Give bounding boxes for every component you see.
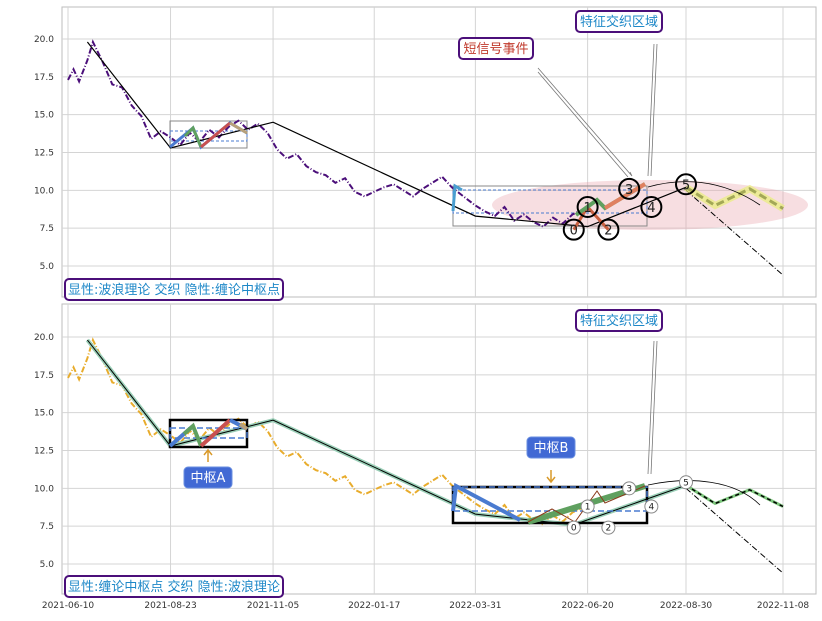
- y-tick-label: 10.0: [34, 186, 54, 196]
- top-forecast-glow: [684, 184, 785, 212]
- wave-point-4: 4: [644, 499, 659, 514]
- short-signal-text: 短信号事件: [463, 42, 528, 57]
- bottom-trend-extension: [685, 487, 784, 574]
- top-wave-segment-a-tan: [229, 121, 248, 135]
- bottom-y-tick-labels: 5.0 7.5 10.0 12.5 15.0 17.5 20.0: [34, 333, 54, 570]
- top-wave-segment-a-red: [200, 121, 231, 149]
- top-grid: [62, 7, 816, 297]
- x-tick-label: 2022-03-31: [449, 601, 501, 611]
- feature-zone-label-top: 特征交织区域: [575, 10, 663, 33]
- bottom-wave-b-blue: [451, 482, 521, 522]
- bottom-forecast-arc: [647, 480, 761, 506]
- feature-zone-arrow-bottom: [647, 340, 658, 475]
- top-panel: 5.0 7.5 10.0 12.5 15.0 17.5 20.0 012 34 5: [34, 6, 817, 301]
- wave-label: 1: [583, 201, 591, 216]
- x-tick-label: 2022-06-20: [561, 601, 614, 611]
- feature-zone-text-bottom: 特征交织区域: [580, 313, 658, 329]
- wave-point-3: 3: [622, 481, 637, 496]
- y-tick-label: 12.5: [34, 447, 54, 457]
- bottom-trend-line: [87, 339, 687, 526]
- wave-label: 5: [683, 478, 689, 488]
- y-tick-label: 7.5: [40, 522, 54, 532]
- x-tick-label: 2022-11-08: [757, 601, 810, 611]
- y-tick-label: 7.5: [40, 224, 54, 234]
- wave-point-2: 2: [597, 218, 620, 241]
- top-y-tick-labels: 5.0 7.5 10.0 12.5 15.0 17.5 20.0: [34, 35, 54, 272]
- pivot-box-a-inner: [169, 427, 248, 439]
- wave-point-0: 0: [566, 520, 581, 535]
- bottom-panel: 5.0 7.5 10.0 12.5 15.0 17.5 20.0 0 1 2 3 4 5 特征交织区域: [34, 303, 817, 598]
- wave-label: 0: [570, 224, 578, 239]
- bottom-wave-a-3: [199, 418, 232, 448]
- top-wave-segment-b: [451, 183, 463, 212]
- wave-label: 4: [647, 201, 655, 216]
- y-tick-label: 5.0: [40, 262, 55, 272]
- feature-zone-text-top: 特征交织区域: [580, 14, 658, 30]
- bottom-wave-a-2: [182, 422, 203, 447]
- x-tick-label: 2021-06-10: [42, 601, 95, 611]
- wave-point-2: 2: [601, 520, 616, 535]
- feature-zone-ellipse: [492, 180, 808, 230]
- wave-point-1: 1: [576, 195, 599, 218]
- feature-zone-label-bottom: 特征交织区域: [575, 309, 663, 332]
- x-tick-label: 2021-08-23: [144, 601, 196, 611]
- wave-label: 4: [648, 502, 654, 512]
- wave-point-4: 4: [640, 195, 663, 218]
- y-tick-label: 10.0: [34, 484, 54, 494]
- x-tick-label: 2021-11-05: [247, 601, 299, 611]
- y-tick-label: 17.5: [34, 371, 54, 381]
- x-tick-labels: 2021-06-10 2021-08-23 2021-11-05 2022-01-17…: [42, 601, 810, 611]
- top-wave-segment-a-green: [183, 125, 203, 148]
- wave-point-3: 3: [618, 177, 641, 200]
- pivot-b-arrow: [546, 470, 556, 484]
- wave-label: 3: [626, 484, 632, 494]
- pivot-a-arrow: [203, 448, 213, 462]
- short-signal-arrow: [537, 67, 633, 178]
- bottom-trend-glow: [85, 338, 687, 527]
- y-tick-label: 20.0: [34, 35, 54, 45]
- wave-point-1: 1: [580, 499, 595, 514]
- bottom-wave-a-5: [238, 422, 249, 431]
- bottom-grid: [62, 304, 816, 594]
- wave-label: 0: [571, 524, 577, 534]
- y-tick-label: 5.0: [40, 560, 55, 570]
- wave-point-5: 5: [675, 173, 698, 196]
- top-legend-box: 显性:波浪理论 交织 隐性:缠论中枢点: [64, 278, 284, 301]
- bottom-legend-text: 显性:缠论中枢点 交织 隐性:波浪理论: [68, 579, 280, 595]
- bottom-wave-labels: 0 1 2 3 4 5: [566, 475, 694, 535]
- pivot-a-text: 中枢A: [191, 471, 226, 486]
- top-wave-labels: 012 34 5: [562, 173, 698, 241]
- bottom-legend-box: 显性:缠论中枢点 交织 隐性:波浪理论: [64, 575, 284, 598]
- wave-point-5: 5: [679, 475, 694, 490]
- y-tick-label: 17.5: [34, 73, 54, 83]
- wave-point-0: 0: [562, 218, 585, 241]
- bottom-price-line: [67, 337, 583, 526]
- wave-label: 5: [682, 178, 690, 193]
- x-tick-label: 2022-01-17: [348, 601, 400, 611]
- wave-label: 1: [585, 502, 591, 512]
- short-signal-label: 短信号事件: [458, 37, 534, 60]
- x-tick-label: 2022-08-30: [660, 601, 713, 611]
- pivot-b-badge: 中枢B: [526, 436, 576, 459]
- top-forecast-arc: [647, 181, 761, 206]
- y-tick-label: 12.5: [34, 149, 54, 159]
- top-trend-extension: [685, 189, 784, 276]
- bottom-plot-area: [61, 303, 817, 595]
- pivot-b-text: 中枢B: [534, 441, 569, 456]
- wave-label: 3: [625, 183, 633, 198]
- feature-zone-arrow-top: [647, 43, 658, 177]
- y-tick-label: 20.0: [34, 333, 54, 343]
- pivot-a-badge: 中枢A: [183, 466, 233, 489]
- wave-label: 2: [606, 524, 612, 534]
- y-tick-label: 15.0: [34, 111, 54, 121]
- bottom-forecast-line: [685, 484, 784, 508]
- y-tick-label: 15.0: [34, 409, 54, 419]
- wave-label: 2: [604, 224, 612, 239]
- top-price-line: [67, 39, 583, 228]
- top-legend-text: 显性:波浪理论 交织 隐性:缠论中枢点: [68, 282, 280, 298]
